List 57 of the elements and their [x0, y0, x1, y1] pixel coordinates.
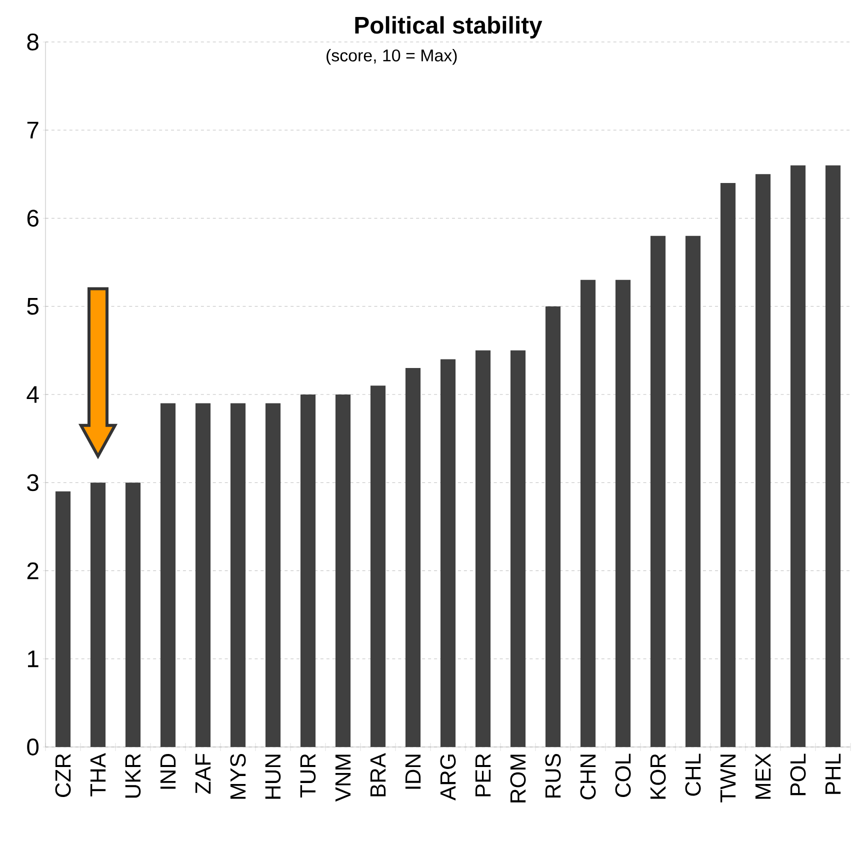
x-tick-label: MYS	[230, 754, 246, 799]
bar	[650, 236, 666, 747]
x-tick-label: VNM	[335, 754, 351, 802]
bar	[475, 350, 491, 747]
y-tick-label: 5	[27, 298, 38, 315]
bar	[265, 403, 281, 747]
y-tick-label: 7	[27, 122, 38, 138]
x-tick-label: CHN	[580, 754, 596, 800]
bar	[580, 280, 596, 747]
bar	[90, 482, 106, 747]
y-tick-label: 2	[27, 562, 38, 580]
y-tick-label: 8	[27, 34, 38, 50]
bar	[160, 403, 176, 747]
bar	[510, 350, 526, 747]
bar	[790, 165, 806, 747]
bar	[230, 403, 246, 747]
bar	[755, 174, 771, 747]
x-tick-label: THA	[90, 753, 106, 796]
x-tick-label: KOR	[650, 754, 666, 799]
y-tick-label: 4	[26, 386, 39, 403]
x-tick-label: ZAF	[195, 754, 211, 794]
bar	[825, 165, 841, 747]
chart-title: Political stability	[355, 16, 542, 38]
chart-subtitle: (score, 10 = Max)	[326, 49, 457, 65]
bar	[195, 403, 211, 747]
x-tick-label: PHL	[825, 754, 841, 794]
x-tick-label: TUR	[300, 754, 316, 798]
bar	[440, 359, 456, 747]
y-tick-label: 6	[27, 210, 38, 227]
x-tick-label: POL	[790, 754, 806, 796]
x-tick-label: MEX	[755, 753, 771, 799]
bar	[720, 182, 736, 747]
bar	[685, 236, 701, 747]
bar	[370, 386, 386, 747]
y-tick-label: 3	[27, 474, 38, 492]
bar	[125, 482, 141, 747]
x-tick-label: TWN	[720, 754, 736, 802]
x-tick-label: BRA	[370, 753, 386, 796]
x-tick-label: ARG	[440, 754, 456, 800]
x-tick-label: COL	[615, 754, 631, 797]
bar	[405, 368, 421, 747]
x-tick-label: ROM	[510, 754, 526, 802]
x-tick-label: CHL	[685, 754, 701, 796]
x-tick-label: CZR	[55, 754, 71, 797]
y-tick-label: 1	[28, 650, 38, 668]
bar	[55, 491, 71, 747]
x-tick-label: PER	[475, 754, 491, 796]
x-tick-label: IND	[160, 754, 176, 789]
x-tick-label: UKR	[125, 754, 141, 798]
bar	[615, 280, 631, 747]
y-tick-label: 0	[27, 738, 39, 756]
bar	[545, 306, 561, 747]
bar	[335, 394, 351, 747]
x-tick-label: IDN	[405, 754, 421, 789]
bar	[300, 394, 316, 747]
x-tick-label: RUS	[545, 754, 561, 798]
x-tick-label: HUN	[265, 754, 281, 799]
